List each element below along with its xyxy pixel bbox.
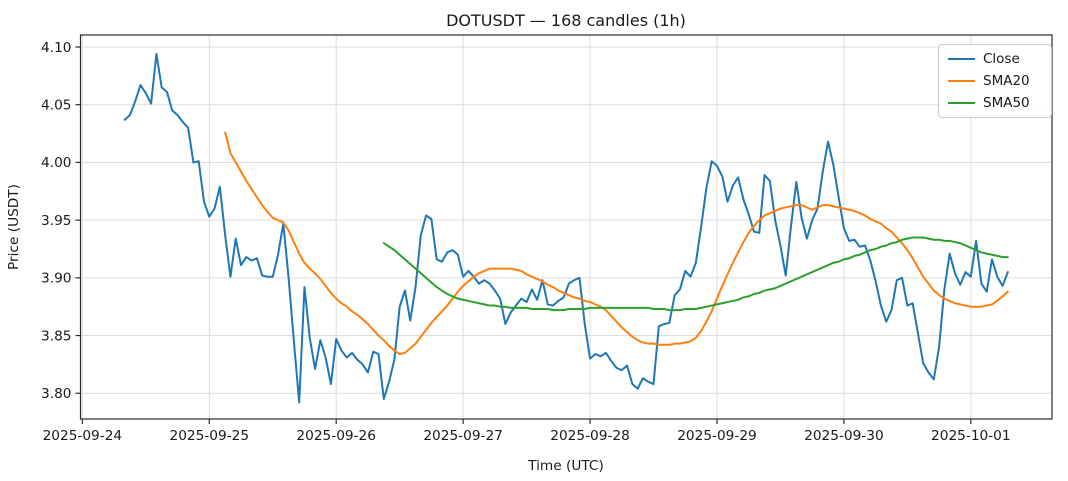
x-tick-label: 2025-09-28	[550, 428, 630, 444]
y-tick-label: 3.95	[41, 213, 71, 229]
y-axis: 3.80 3.85 3.90 3.95 4.00 4.05 4.10	[41, 40, 81, 402]
legend-item-sma50: SMA50	[948, 94, 1042, 112]
gridlines	[80, 35, 1052, 419]
y-tick-label: 4.05	[41, 98, 71, 114]
x-axis-label: Time (UTC)	[527, 458, 604, 474]
close-line	[123, 52, 1009, 404]
legend-item-sma20: SMA20	[948, 72, 1042, 90]
y-tick-label: 3.90	[41, 271, 71, 287]
x-tick-label: 2025-09-24	[43, 428, 123, 444]
plot-border	[79, 34, 1053, 420]
x-axis: 2025-09-24 2025-09-25 2025-09-26 2025-09-27…	[43, 419, 1011, 444]
sma50-line	[382, 236, 1009, 312]
legend: Close SMA20 SMA50	[938, 44, 1052, 118]
legend-label-sma50: SMA50	[983, 95, 1030, 111]
sma20-line-swatch	[948, 80, 975, 82]
x-tick-label: 2025-09-25	[170, 428, 250, 444]
y-axis-label: Price (USDT)	[6, 184, 22, 270]
legend-item-close: Close	[948, 50, 1042, 68]
chart-title: DOTUSDT — 168 candles (1h)	[446, 11, 686, 30]
y-tick-label: 4.00	[41, 155, 71, 171]
legend-label-close: Close	[983, 51, 1020, 67]
x-tick-label: 2025-09-29	[677, 428, 757, 444]
sma20-line	[224, 131, 1009, 356]
x-tick-label: 2025-10-01	[931, 428, 1011, 444]
close-line-swatch	[948, 58, 975, 60]
x-tick-label: 2025-09-30	[804, 428, 884, 444]
y-tick-label: 3.80	[41, 386, 71, 402]
x-tick-label: 2025-09-27	[423, 428, 503, 444]
legend-label-sma20: SMA20	[983, 73, 1030, 89]
x-tick-label: 2025-09-26	[296, 428, 376, 444]
sma50-line-swatch	[948, 102, 975, 104]
y-tick-label: 4.10	[41, 40, 71, 56]
series-lines	[123, 52, 1009, 404]
y-tick-label: 3.85	[41, 328, 71, 344]
